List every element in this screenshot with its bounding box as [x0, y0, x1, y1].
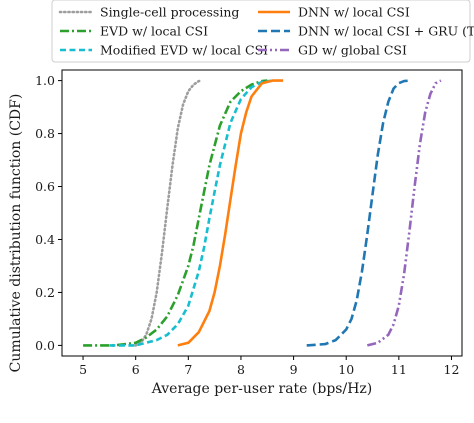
x-tick-label: 5 [79, 362, 87, 377]
y-tick-label: 0.2 [35, 285, 55, 300]
y-tick-label: 1.0 [35, 73, 55, 88]
y-tick-label: 0.6 [35, 179, 55, 194]
y-tick-label: 0.8 [35, 126, 55, 141]
x-tick-label: 8 [237, 362, 245, 377]
legend-label: DNN w/ local CSI + GRU (T=4) [298, 24, 474, 39]
series-line-dnn-w-local-csi [177, 79, 284, 347]
y-tick-label: 0.4 [35, 232, 55, 247]
x-tick-label: 7 [184, 362, 192, 377]
series-line-modified-evd-w-local-csi [109, 79, 273, 347]
series-line-gd-w-global-csi [366, 79, 442, 347]
legend-label: EVD w/ local CSI [100, 24, 208, 39]
legend: Single-cell processing EVD w/ local CSI Mo… [51, 0, 474, 63]
x-tick-label: 9 [290, 362, 298, 377]
axis-layer: Average per-user rate (bps/Hz) Cumulativ… [8, 73, 459, 397]
y-tick-label: 0.0 [35, 338, 55, 353]
series-line-evd-w-local-csi [83, 79, 268, 347]
legend-label: GD w/ global CSI [298, 43, 407, 58]
legend-label: Modified EVD w/ local CSI [100, 43, 268, 58]
plot-area [61, 69, 463, 357]
legend-label: Single-cell processing [100, 5, 239, 20]
series-line-single-cell-processing [134, 79, 203, 347]
x-tick-label: 6 [132, 362, 140, 377]
series-line-dnn-w-local-csi-gru-t-4 [306, 79, 410, 347]
x-tick-label: 12 [444, 362, 460, 377]
y-axis-label: Cumulative distribution function (CDF) [8, 94, 24, 373]
x-axis-label: Average per-user rate (bps/Hz) [151, 381, 373, 397]
x-tick-label: 11 [391, 362, 407, 377]
plot-frame [61, 69, 463, 357]
x-tick-label: 10 [338, 362, 354, 377]
series-layer [83, 79, 442, 347]
legend-label: DNN w/ local CSI [298, 5, 410, 20]
